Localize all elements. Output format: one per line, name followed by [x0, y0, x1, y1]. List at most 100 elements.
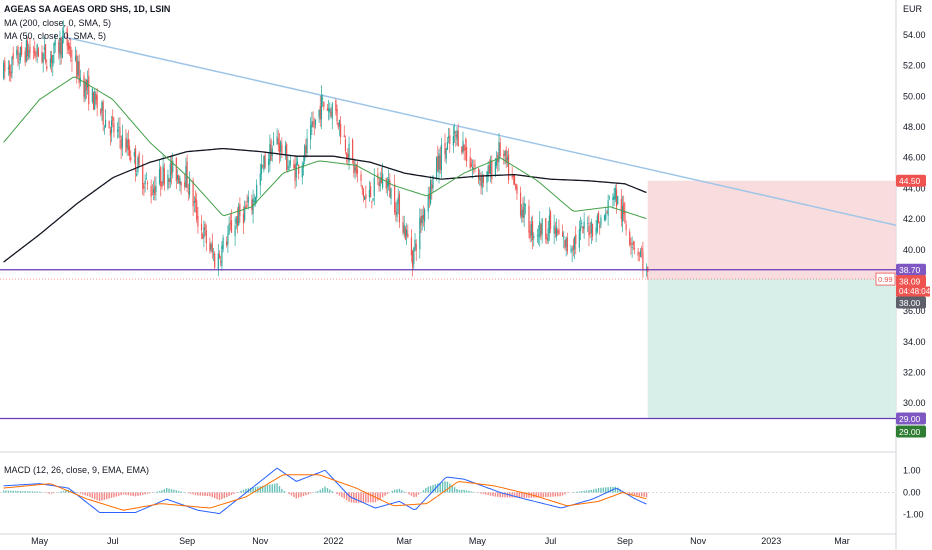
candle-body [271, 148, 273, 157]
macd-histogram-bar [545, 492, 547, 498]
position-qty-bg [875, 272, 896, 286]
candle-body [549, 211, 552, 230]
macd-histogram-bar [197, 492, 199, 496]
macd-histogram-bar [557, 492, 559, 497]
candle-body [494, 161, 496, 175]
macd-histogram-bar [391, 490, 393, 493]
candle-body [406, 229, 408, 236]
macd-histogram-bar [305, 492, 307, 496]
macd-histogram-bar [314, 491, 317, 493]
position-zones[interactable] [647, 180, 896, 419]
macd-histogram-bar [377, 492, 379, 501]
macd-histogram-bar [379, 492, 381, 499]
candle-body [488, 165, 490, 174]
macd-tick-label: 1.00 [903, 465, 921, 475]
macd-histogram-bar [225, 492, 228, 498]
macd-histogram-bar [249, 487, 252, 493]
candle-body [252, 198, 254, 215]
macd-histogram-bar [175, 490, 178, 493]
candle-body [306, 138, 308, 153]
macd-histogram-bar [453, 487, 456, 493]
candle-body [7, 67, 9, 70]
candle-body [318, 109, 320, 117]
macd-histogram-bar [106, 492, 108, 500]
macd-histogram-bar [338, 492, 341, 496]
macd-histogram-bar [497, 492, 499, 497]
macd-histogram-bar [413, 492, 415, 498]
candle-body [277, 138, 279, 145]
macd-histogram-bar [463, 489, 465, 493]
macd-histogram-bar [118, 492, 120, 496]
time-tick-label: 2022 [323, 536, 343, 546]
macd-histogram-bar [139, 492, 142, 496]
candle-body [270, 140, 272, 161]
ma200-legend: MA (200, close, 0, SMA, 5) [4, 18, 112, 28]
macd-histogram-bar [425, 488, 427, 493]
candle-body [192, 180, 194, 207]
candle-body [347, 153, 349, 159]
candle-body [301, 165, 303, 178]
candle-body [499, 142, 501, 157]
candle-body [17, 46, 19, 63]
price-tick-label: 50.00 [903, 91, 926, 101]
macd-histogram-bar [357, 492, 360, 503]
macd-histogram-bar [295, 492, 297, 499]
horizontal-levels[interactable] [0, 269, 896, 420]
macd-histogram-bar [365, 492, 367, 503]
last-price-tag: 38.09 [899, 277, 921, 287]
macd-histogram-bar [34, 491, 36, 493]
candle-body [36, 44, 38, 55]
macd-histogram-bar [199, 492, 202, 496]
candle-body [437, 155, 439, 171]
macd-legend: MACD (12, 26, close, 9, EMA, EMA) [4, 465, 150, 475]
candle-body [29, 46, 31, 53]
current-price-tag-bg [896, 296, 926, 309]
candle-body [531, 220, 534, 240]
candle-body [209, 242, 211, 252]
candle-body [583, 221, 585, 229]
candle-body [172, 160, 174, 172]
candle-body [185, 166, 187, 188]
macd-histogram-bar [641, 492, 643, 497]
candle-body [143, 186, 145, 189]
candle-body [230, 220, 233, 233]
candle-body [163, 168, 165, 185]
candle-body [242, 213, 245, 224]
candle-body [32, 51, 35, 53]
candle-body [212, 254, 215, 255]
macd-histogram-bar [355, 492, 357, 503]
macd-histogram-bar [629, 492, 631, 494]
stop-price-tag: 29.00 [899, 414, 921, 424]
resistance-trendline[interactable] [62, 35, 897, 226]
candle-body [92, 92, 95, 110]
candle-body [390, 188, 392, 199]
macd-histogram-bar [132, 492, 134, 497]
macd-histogram-bar [542, 492, 545, 498]
candle-body [150, 186, 152, 197]
macd-histogram-bar [242, 489, 245, 493]
ma50-legend: MA (50, close, 0, SMA, 5) [4, 31, 107, 41]
candle-body [368, 189, 371, 198]
macd-histogram-bar [559, 492, 561, 497]
macd-histogram-bar [103, 492, 106, 500]
candle-body [227, 233, 229, 245]
candle-body [67, 42, 69, 50]
candle-body [521, 210, 523, 218]
candle-body [210, 244, 212, 250]
candle-body [346, 153, 348, 158]
macd-histogram-bar [269, 484, 271, 493]
candle-body [536, 235, 538, 237]
macd-histogram-bar [398, 488, 401, 493]
candle-body [4, 60, 6, 72]
time-axis: May Jul Sep Nov 2022 Mar May Jul Sep Nov 2023 Mar [31, 536, 850, 546]
candle-body [26, 40, 29, 57]
signal-line [3, 474, 647, 511]
candle-body [599, 225, 601, 228]
target-price-tag-bg [896, 174, 926, 187]
candle-body [158, 169, 161, 184]
candle-body [16, 50, 18, 56]
countdown-label: 04:48:04 [899, 287, 931, 296]
candle-body [540, 224, 542, 236]
macd-histogram-bar [163, 489, 166, 493]
